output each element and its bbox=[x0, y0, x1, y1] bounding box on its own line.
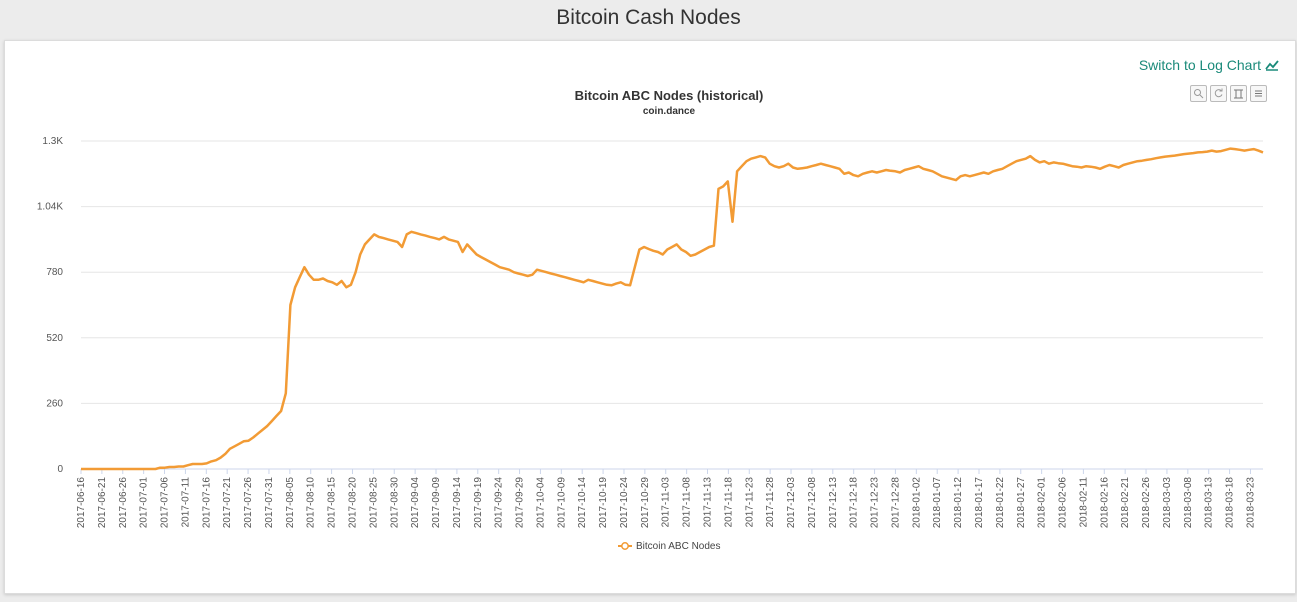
x-tick-label: 2017-06-21 bbox=[97, 477, 108, 529]
x-tick-label: 2017-10-29 bbox=[640, 477, 651, 529]
restore-button[interactable] bbox=[1250, 85, 1267, 102]
grid-lines bbox=[81, 140, 1263, 470]
x-tick-label: 2017-11-13 bbox=[703, 477, 714, 528]
x-tick-label: 2017-12-28 bbox=[890, 477, 901, 529]
y-tick-label: 520 bbox=[46, 333, 63, 344]
x-tick-label: 2017-09-24 bbox=[494, 477, 505, 529]
x-tick-label: 2017-07-06 bbox=[160, 477, 171, 529]
x-tick-label: 2017-07-26 bbox=[243, 477, 254, 529]
data-view-button[interactable] bbox=[1230, 85, 1247, 102]
x-tick-label: 2017-06-26 bbox=[118, 477, 129, 529]
x-tick-label: 2017-08-30 bbox=[389, 477, 400, 529]
chart-subtitle: coin.dance bbox=[643, 106, 696, 117]
x-tick-label: 2018-03-13 bbox=[1204, 477, 1215, 529]
x-tick-label: 2017-09-14 bbox=[452, 477, 463, 529]
x-tick-label: 2018-01-22 bbox=[995, 477, 1006, 529]
x-tick-label: 2017-08-25 bbox=[368, 477, 379, 529]
chart-panel: Switch to Log Chart Bitcoin ABC Nodes (h… bbox=[4, 40, 1296, 594]
x-tick-label: 2017-11-23 bbox=[744, 477, 755, 528]
x-tick-label: 2017-12-23 bbox=[870, 477, 881, 529]
x-tick-label: 2018-03-23 bbox=[1245, 477, 1256, 529]
x-tick-label: 2018-01-17 bbox=[974, 477, 985, 529]
line-chart-icon bbox=[1265, 60, 1279, 71]
x-tick-label: 2017-06-16 bbox=[76, 477, 87, 529]
page-title: Bitcoin Cash Nodes bbox=[556, 6, 741, 29]
x-tick-label: 2018-02-16 bbox=[1099, 477, 1110, 529]
x-tick-label: 2017-08-10 bbox=[306, 477, 317, 529]
x-tick-label: 2017-12-18 bbox=[849, 477, 860, 529]
x-tick-label: 2017-10-19 bbox=[598, 477, 609, 529]
x-tick-label: 2017-08-05 bbox=[285, 477, 296, 529]
series-layer bbox=[81, 147, 1264, 471]
x-tick-label: 2018-01-12 bbox=[953, 477, 964, 529]
data-view-icon bbox=[1234, 89, 1243, 99]
x-tick-label: 2017-07-01 bbox=[139, 477, 150, 529]
legend-label: Bitcoin ABC Nodes bbox=[636, 541, 721, 552]
x-tick-label: 2018-02-06 bbox=[1058, 477, 1069, 529]
x-tick-label: 2017-07-21 bbox=[222, 477, 233, 529]
x-axis-ticks: 2017-06-16 2017-06-21 2017-06-26 2017-07-01… bbox=[76, 469, 1256, 528]
y-tick-label: 260 bbox=[46, 398, 63, 409]
line-chart: Bitcoin ABC Nodes (historical) coin.danc… bbox=[37, 88, 1264, 552]
x-tick-label: 2017-07-16 bbox=[201, 477, 212, 529]
x-tick-label: 2018-02-11 bbox=[1078, 477, 1089, 528]
x-tick-label: 2017-12-13 bbox=[828, 477, 839, 529]
x-tick-label: 2017-09-09 bbox=[431, 477, 442, 529]
x-tick-label: 2017-11-08 bbox=[682, 477, 693, 528]
x-tick-label: 2017-11-03 bbox=[661, 477, 672, 528]
x-tick-label: 2017-09-29 bbox=[515, 477, 526, 529]
zoom-icon bbox=[1194, 89, 1204, 99]
x-tick-label: 2017-07-31 bbox=[264, 477, 275, 529]
x-tick-label: 2018-01-02 bbox=[911, 477, 922, 529]
x-tick-label: 2018-03-03 bbox=[1162, 477, 1173, 529]
x-tick-label: 2017-11-28 bbox=[765, 477, 776, 528]
x-tick-label: 2017-09-19 bbox=[473, 477, 484, 529]
y-tick-label: 1.3K bbox=[42, 136, 63, 147]
chart-title: Bitcoin ABC Nodes (historical) bbox=[575, 88, 764, 103]
y-tick-label: 1.04K bbox=[37, 202, 63, 213]
x-tick-label: 2018-02-01 bbox=[1037, 477, 1048, 529]
restore-icon bbox=[1255, 90, 1262, 97]
x-tick-label: 2017-09-04 bbox=[410, 477, 421, 529]
x-tick-label: 2017-07-11 bbox=[180, 477, 191, 528]
switch-to-log-chart-label: Switch to Log Chart bbox=[1138, 57, 1261, 73]
x-tick-label: 2018-03-18 bbox=[1225, 477, 1236, 529]
reset-button[interactable] bbox=[1210, 85, 1227, 102]
x-tick-label: 2017-10-09 bbox=[556, 477, 567, 529]
x-tick-label: 2018-01-27 bbox=[1016, 477, 1027, 529]
series-line[interactable] bbox=[81, 147, 1264, 471]
x-tick-label: 2018-03-08 bbox=[1183, 477, 1194, 529]
legend[interactable]: Bitcoin ABC Nodes bbox=[618, 541, 721, 552]
x-tick-label: 2017-11-18 bbox=[723, 477, 734, 528]
y-tick-label: 0 bbox=[57, 464, 63, 475]
x-tick-label: 2017-10-24 bbox=[619, 477, 630, 529]
x-tick-label: 2017-10-04 bbox=[535, 477, 546, 529]
x-tick-label: 2017-10-14 bbox=[577, 477, 588, 529]
x-tick-label: 2017-08-20 bbox=[347, 477, 358, 529]
x-tick-label: 2018-02-26 bbox=[1141, 477, 1152, 529]
reset-icon bbox=[1214, 88, 1223, 98]
legend-marker-icon bbox=[621, 542, 629, 550]
x-tick-label: 2017-12-03 bbox=[786, 477, 797, 529]
switch-to-log-chart-link[interactable]: Switch to Log Chart bbox=[1139, 57, 1279, 73]
x-tick-label: 2017-08-15 bbox=[327, 477, 338, 529]
x-tick-label: 2018-02-21 bbox=[1120, 477, 1131, 529]
x-tick-label: 2017-12-08 bbox=[807, 477, 818, 529]
chart-toolbar bbox=[1190, 85, 1267, 102]
y-tick-label: 780 bbox=[46, 267, 63, 278]
x-tick-label: 2018-01-07 bbox=[932, 477, 943, 529]
y-axis-ticks: 0 260 520 780 1.04K 1.3K bbox=[37, 136, 64, 475]
zoom-button[interactable] bbox=[1190, 85, 1207, 102]
